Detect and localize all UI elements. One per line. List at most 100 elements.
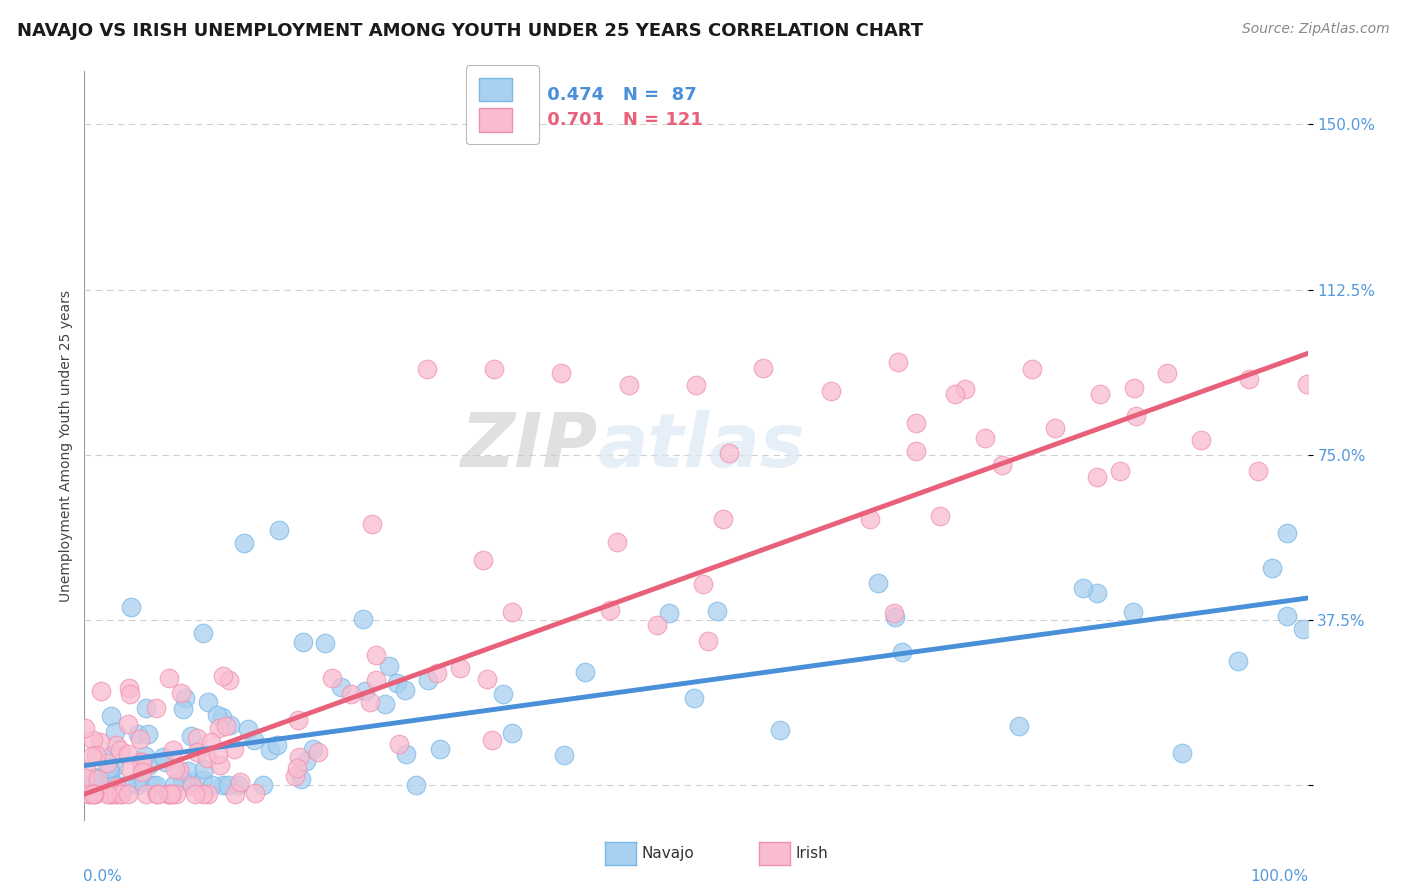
Point (205, 707, 228, 722)
Point (1021, 362, 1043, 376)
Point (165, 787, 187, 801)
Text: Source: ZipAtlas.com: Source: ZipAtlas.com (1241, 22, 1389, 37)
Point (974, 431, 997, 445)
Point (75, 771, 97, 785)
Point (354, 683, 377, 698)
Legend: , : , (467, 65, 538, 145)
Point (134, 749, 156, 764)
Point (245, 786, 267, 800)
Point (859, 511, 882, 525)
Point (170, 686, 193, 700)
Point (550, 367, 572, 381)
Point (718, 446, 741, 460)
Point (163, 778, 186, 792)
Point (1227, 653, 1250, 667)
Point (475, 672, 498, 686)
Point (711, 512, 734, 526)
Point (218, 673, 240, 687)
Point (157, 672, 180, 686)
Point (209, 758, 232, 772)
Point (170, 773, 193, 788)
Y-axis label: Unemployment Among Youth under 25 years: Unemployment Among Youth under 25 years (59, 290, 73, 602)
Point (184, 787, 207, 801)
Point (138, 727, 160, 741)
Point (103, 760, 125, 774)
Text: 0.0%: 0.0% (83, 870, 122, 884)
Point (193, 762, 215, 776)
Point (82, 733, 104, 747)
Point (1275, 526, 1298, 541)
Point (181, 779, 204, 793)
Point (89, 735, 111, 749)
Point (501, 605, 523, 619)
Point (1247, 464, 1270, 478)
Point (129, 732, 152, 747)
Point (104, 787, 127, 801)
Point (142, 778, 165, 792)
Point (110, 787, 132, 801)
Point (1088, 386, 1111, 401)
Point (104, 725, 127, 739)
Point (186, 745, 208, 759)
Text: 100.0%: 100.0% (1251, 870, 1309, 884)
Point (269, 523, 291, 537)
Point (1122, 605, 1144, 619)
Point (157, 787, 180, 801)
Point (1125, 409, 1147, 424)
Point (197, 695, 219, 709)
Point (706, 604, 728, 618)
Text: R = 0.474   N =  87: R = 0.474 N = 87 (506, 87, 697, 104)
Point (145, 700, 167, 714)
Point (127, 778, 149, 792)
Point (606, 534, 628, 549)
Point (117, 787, 139, 801)
Point (135, 787, 157, 801)
Point (887, 355, 910, 369)
Point (884, 610, 907, 624)
Point (416, 673, 439, 687)
Point (1156, 366, 1178, 380)
Point (352, 611, 374, 625)
Point (162, 742, 184, 756)
Point (229, 775, 252, 789)
Point (104, 787, 127, 801)
Point (388, 737, 411, 751)
Point (287, 713, 309, 727)
Point (191, 787, 214, 801)
Point (135, 701, 157, 715)
Text: R = 0.701   N = 121: R = 0.701 N = 121 (506, 112, 703, 129)
Point (387, 675, 409, 690)
Point (232, 536, 254, 550)
Point (685, 378, 707, 392)
Point (364, 673, 387, 687)
Point (84, 747, 107, 762)
Point (285, 761, 308, 775)
Point (295, 755, 318, 769)
Point (145, 778, 167, 792)
Point (79, 787, 101, 801)
Point (1085, 469, 1108, 483)
Point (114, 778, 136, 792)
Point (129, 756, 152, 770)
Point (77, 787, 100, 801)
Point (100, 709, 122, 723)
Point (128, 775, 150, 789)
Point (186, 731, 208, 745)
Point (87, 772, 110, 786)
Point (224, 742, 246, 756)
Point (177, 764, 200, 779)
Point (117, 747, 139, 761)
Point (208, 721, 231, 735)
Point (929, 508, 952, 523)
Point (1189, 434, 1212, 448)
Point (302, 742, 325, 756)
Point (449, 661, 471, 675)
Point (330, 680, 353, 694)
Point (98, 787, 121, 801)
Point (211, 710, 233, 724)
Point (1261, 561, 1284, 575)
Point (361, 516, 384, 531)
Point (1109, 465, 1132, 479)
Point (405, 778, 427, 792)
Point (110, 787, 132, 801)
